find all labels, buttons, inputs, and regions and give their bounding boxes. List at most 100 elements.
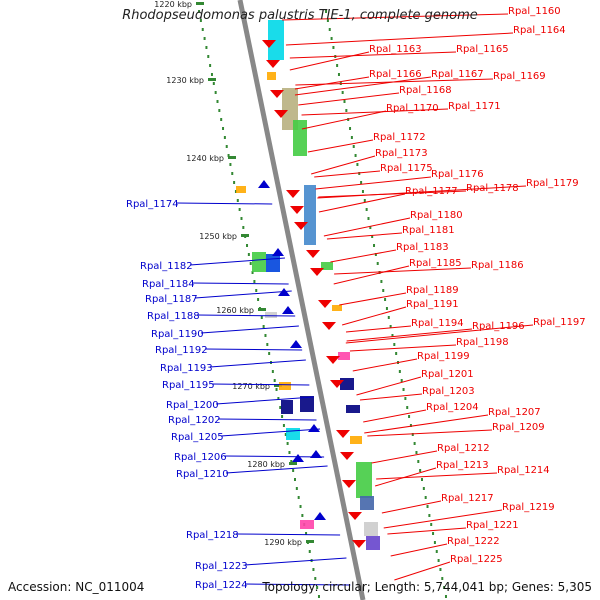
scale-dot bbox=[432, 532, 435, 535]
reverse-label-leader bbox=[200, 325, 299, 334]
scale-dot bbox=[266, 343, 269, 346]
scale-dot bbox=[295, 487, 298, 490]
gene-feature-block bbox=[293, 120, 307, 156]
scale-dot bbox=[299, 505, 302, 508]
scale-label: 1260 kbp bbox=[216, 306, 254, 315]
scale-tick bbox=[196, 2, 204, 5]
reverse-gene-label: Rpal_1218 bbox=[186, 530, 239, 541]
scale-dot bbox=[441, 577, 444, 580]
forward-label-leader bbox=[376, 472, 498, 480]
scale-label: 1270 kbp bbox=[232, 382, 270, 391]
gene-feature-block bbox=[265, 312, 277, 318]
forward-gene-label: Rpal_1183 bbox=[396, 242, 449, 253]
forward-gene-label: Rpal_1222 bbox=[447, 536, 500, 547]
scale-dot bbox=[337, 73, 340, 76]
forward-label-leader bbox=[345, 324, 534, 344]
scale-label: 1280 kbp bbox=[247, 460, 285, 469]
forward-label-leader bbox=[359, 393, 423, 401]
scale-dot bbox=[345, 109, 348, 112]
scale-dot bbox=[406, 406, 409, 409]
gene-feature-block bbox=[300, 396, 314, 412]
forward-label-leader bbox=[318, 193, 406, 213]
scale-dot bbox=[244, 235, 247, 238]
scale-dot bbox=[292, 469, 295, 472]
reverse-gene-arrow bbox=[292, 454, 304, 462]
forward-gene-label: Rpal_1207 bbox=[488, 407, 541, 418]
scale-dot bbox=[222, 127, 225, 130]
forward-label-leader bbox=[317, 185, 527, 199]
scale-dot bbox=[408, 415, 411, 418]
scale-tick bbox=[228, 156, 236, 159]
gene-feature-block bbox=[321, 262, 333, 270]
scale-tick bbox=[258, 308, 266, 311]
topology-text: Topology: circular; Length: 5,744,041 bp… bbox=[262, 580, 592, 594]
scale-dot bbox=[305, 532, 308, 535]
forward-gene-arrow bbox=[306, 250, 320, 258]
scale-dot bbox=[301, 514, 304, 517]
forward-label-leader bbox=[383, 509, 503, 529]
scale-dot bbox=[275, 388, 278, 391]
reverse-label-leader bbox=[196, 314, 296, 317]
scale-dot bbox=[253, 280, 256, 283]
scale-dot bbox=[238, 208, 241, 211]
scale-label: 1240 kbp bbox=[186, 154, 224, 163]
reverse-label-leader bbox=[191, 282, 289, 285]
reverse-label-leader bbox=[175, 202, 273, 205]
scale-dot bbox=[428, 514, 431, 517]
gene-feature-block bbox=[332, 305, 342, 311]
scale-dot bbox=[242, 226, 245, 229]
scale-dot bbox=[385, 307, 388, 310]
scale-dot bbox=[395, 352, 398, 355]
forward-gene-arrow bbox=[326, 356, 340, 364]
forward-gene-label: Rpal_1179 bbox=[526, 178, 579, 189]
reverse-gene-arrow bbox=[310, 450, 322, 458]
reverse-gene-label: Rpal_1193 bbox=[160, 363, 213, 374]
reverse-label-leader bbox=[209, 359, 306, 368]
scale-dot bbox=[393, 343, 396, 346]
scale-dot bbox=[328, 28, 331, 31]
scale-dot bbox=[214, 91, 217, 94]
scale-dot bbox=[225, 145, 228, 148]
forward-gene-arrow bbox=[270, 90, 284, 98]
scale-dot bbox=[297, 496, 300, 499]
forward-gene-label: Rpal_1171 bbox=[448, 101, 501, 112]
forward-gene-label: Rpal_1175 bbox=[380, 163, 433, 174]
forward-gene-label: Rpal_1168 bbox=[399, 85, 452, 96]
forward-gene-label: Rpal_1225 bbox=[450, 554, 503, 565]
gene-feature-block bbox=[346, 405, 360, 413]
genome-title: Rhodopseudomonas palustris TIE-1, comple… bbox=[122, 8, 478, 23]
scale-dot bbox=[402, 388, 405, 391]
reverse-label-leader bbox=[244, 557, 347, 566]
reverse-gene-label: Rpal_1210 bbox=[176, 469, 229, 480]
scale-dot bbox=[371, 235, 374, 238]
scale-dot bbox=[271, 370, 274, 373]
reverse-gene-label: Rpal_1174 bbox=[126, 199, 179, 210]
scale-dot bbox=[330, 37, 333, 40]
forward-gene-label: Rpal_1194 bbox=[411, 318, 464, 329]
reverse-gene-arrow bbox=[258, 180, 270, 188]
reverse-gene-label: Rpal_1195 bbox=[162, 380, 215, 391]
scale-label: 1220 kbp bbox=[154, 0, 192, 9]
scale-dot bbox=[201, 28, 204, 31]
forward-label-leader bbox=[301, 108, 449, 116]
forward-gene-arrow bbox=[310, 268, 324, 276]
scale-dot bbox=[262, 325, 265, 328]
forward-gene-label: Rpal_1203 bbox=[422, 386, 475, 397]
forward-label-leader bbox=[294, 76, 370, 90]
scale-dot bbox=[314, 577, 317, 580]
gene-feature-block bbox=[266, 254, 280, 272]
scale-dot bbox=[374, 253, 377, 256]
forward-gene-arrow bbox=[286, 190, 300, 198]
forward-label-leader bbox=[387, 527, 467, 535]
genome-backbone bbox=[237, 0, 366, 600]
gene-feature-block bbox=[279, 382, 291, 390]
scale-dot bbox=[233, 181, 236, 184]
reverse-gene-arrow bbox=[282, 306, 294, 314]
reverse-label-leader bbox=[194, 290, 292, 299]
reverse-gene-label: Rpal_1187 bbox=[145, 294, 198, 305]
scale-dot bbox=[293, 478, 296, 481]
scale-dot bbox=[234, 190, 237, 193]
scale-dot bbox=[349, 127, 352, 130]
scale-dot bbox=[246, 244, 249, 247]
reverse-label-leader bbox=[225, 465, 328, 474]
